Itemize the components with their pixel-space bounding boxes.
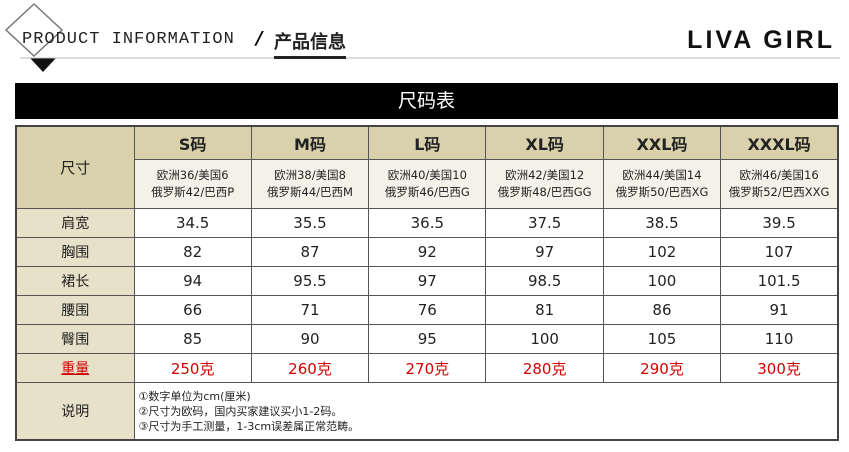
cell: 37.5 [485, 208, 604, 238]
triangle [30, 58, 56, 72]
data-row: 腰围 66 71 76 81 86 91 [15, 295, 839, 325]
cell: 101.5 [720, 266, 839, 296]
size: XL码 [485, 125, 604, 160]
title-en: PRODUCT INFORMATION [22, 30, 235, 49]
size: L码 [368, 125, 487, 160]
cell: 81 [485, 295, 604, 325]
data-row: 裙长 94 95.5 97 98.5 100 101.5 [15, 266, 839, 296]
cell: 107 [720, 237, 839, 267]
cell: 71 [250, 295, 370, 325]
header-decor [4, 2, 840, 72]
cell: 110 [720, 324, 839, 354]
weight: 300克 [720, 353, 839, 383]
cell: 94 [133, 266, 252, 296]
region-line: 俄罗斯46/巴西G [384, 185, 470, 199]
cell: 38.5 [602, 208, 722, 238]
weight: 250克 [133, 353, 252, 383]
region: 欧洲38/美国8 俄罗斯44/巴西M [250, 159, 370, 209]
size: XXXL码 [720, 125, 839, 160]
weight: 290克 [602, 353, 722, 383]
region-line: 俄罗斯42/巴西P [151, 185, 235, 199]
note-line: ③尺寸为手工测量，1-3cm误差属正常范畴。 [138, 419, 360, 433]
cell: 95 [368, 324, 487, 354]
region: 欧洲42/美国12 俄罗斯48/巴西GG [485, 159, 604, 209]
note-line: ①数字单位为cm(厘米) [138, 389, 251, 403]
cell: 86 [602, 295, 722, 325]
notes-row: 说明 ①数字单位为cm(厘米) ②尺寸为欧码，国内买家建议买小1-2码。 ③尺寸为手工… [15, 382, 839, 441]
region: 欧洲40/美国10 俄罗斯46/巴西G [368, 159, 487, 209]
region: 欧洲46/美国16 俄罗斯52/巴西XXG [720, 159, 839, 209]
weight: 270克 [368, 353, 487, 383]
region-line: 俄罗斯52/巴西XXG [728, 185, 830, 199]
cell: 95.5 [250, 266, 370, 296]
corner: 尺寸 [15, 125, 135, 209]
size-row: 尺寸 S码 M码 L码 XL码 XXL码 XXXL码 [15, 125, 839, 209]
cell: 35.5 [250, 208, 370, 238]
weight-label: 重量 [15, 353, 135, 383]
region-line: 欧洲38/美国8 [274, 168, 346, 182]
diamond [4, 2, 64, 58]
data-row: 臀围 85 90 95 100 105 110 [15, 324, 839, 354]
cell: 76 [368, 295, 487, 325]
region-line: 俄罗斯48/巴西GG [497, 185, 592, 199]
row-label: 胸围 [15, 237, 135, 267]
cell: 34.5 [133, 208, 252, 238]
notes: ①数字单位为cm(厘米) ②尺寸为欧码，国内买家建议买小1-2码。 ③尺寸为手工测量… [133, 382, 839, 441]
region-line: 俄罗斯50/巴西XG [615, 185, 709, 199]
size-table: 尺寸 S码 M码 L码 XL码 XXL码 XXXL码 欧洲36/美国6 俄罗斯42/巴西P 欧洲3… [15, 125, 839, 441]
row-label: 腰围 [15, 295, 135, 325]
region: 欧洲44/美国14 俄罗斯50/巴西XG [602, 159, 722, 209]
data-row: 胸围 82 87 92 97 102 107 [15, 237, 839, 267]
cell: 85 [133, 324, 252, 354]
cell: 91 [720, 295, 839, 325]
size: XXL码 [602, 125, 722, 160]
cell: 90 [250, 324, 370, 354]
region-line: 俄罗斯44/巴西M [267, 185, 353, 199]
cell: 87 [250, 237, 370, 267]
note-line: ②尺寸为欧码，国内买家建议买小1-2码。 [138, 404, 343, 418]
region-line: 欧洲42/美国12 [505, 168, 585, 182]
cell: 82 [133, 237, 252, 267]
data-row: 肩宽 34.5 35.5 36.5 37.5 38.5 39.5 [15, 208, 839, 238]
cell: 97 [368, 266, 487, 296]
row-label: 裙长 [15, 266, 135, 296]
cell: 92 [368, 237, 487, 267]
cell: 100 [485, 324, 604, 354]
separator: / [256, 28, 263, 49]
region: 欧洲36/美国6 俄罗斯42/巴西P [133, 159, 252, 209]
cell: 66 [133, 295, 252, 325]
cell: 105 [602, 324, 722, 354]
cell: 100 [602, 266, 722, 296]
notes-label: 说明 [15, 382, 135, 441]
title-cn: 产品信息 [274, 28, 346, 59]
brand: LIVA GIRL [687, 26, 835, 54]
cell: 39.5 [720, 208, 839, 238]
size: S码 [133, 125, 252, 160]
cell: 97 [485, 237, 604, 267]
region-row: 欧洲36/美国6 俄罗斯42/巴西P 欧洲38/美国8 俄罗斯44/巴西M 欧洲40/美… [16, 159, 839, 209]
weight: 280克 [485, 353, 604, 383]
cell: 98.5 [485, 266, 604, 296]
weight-row: 重量 250克 260克 270克 280克 290克 300克 [15, 353, 839, 383]
weight: 260克 [250, 353, 370, 383]
cell: 36.5 [368, 208, 487, 238]
size: M码 [250, 125, 370, 160]
region-line: 欧洲46/美国16 [739, 168, 819, 182]
region-line: 欧洲36/美国6 [156, 168, 229, 182]
caption: 尺码表 [15, 83, 838, 119]
row-label: 臀围 [15, 324, 135, 354]
row-label: 肩宽 [15, 208, 135, 238]
cell: 102 [602, 237, 722, 267]
region-line: 欧洲40/美国10 [387, 168, 467, 182]
region-line: 欧洲44/美国14 [622, 168, 702, 182]
